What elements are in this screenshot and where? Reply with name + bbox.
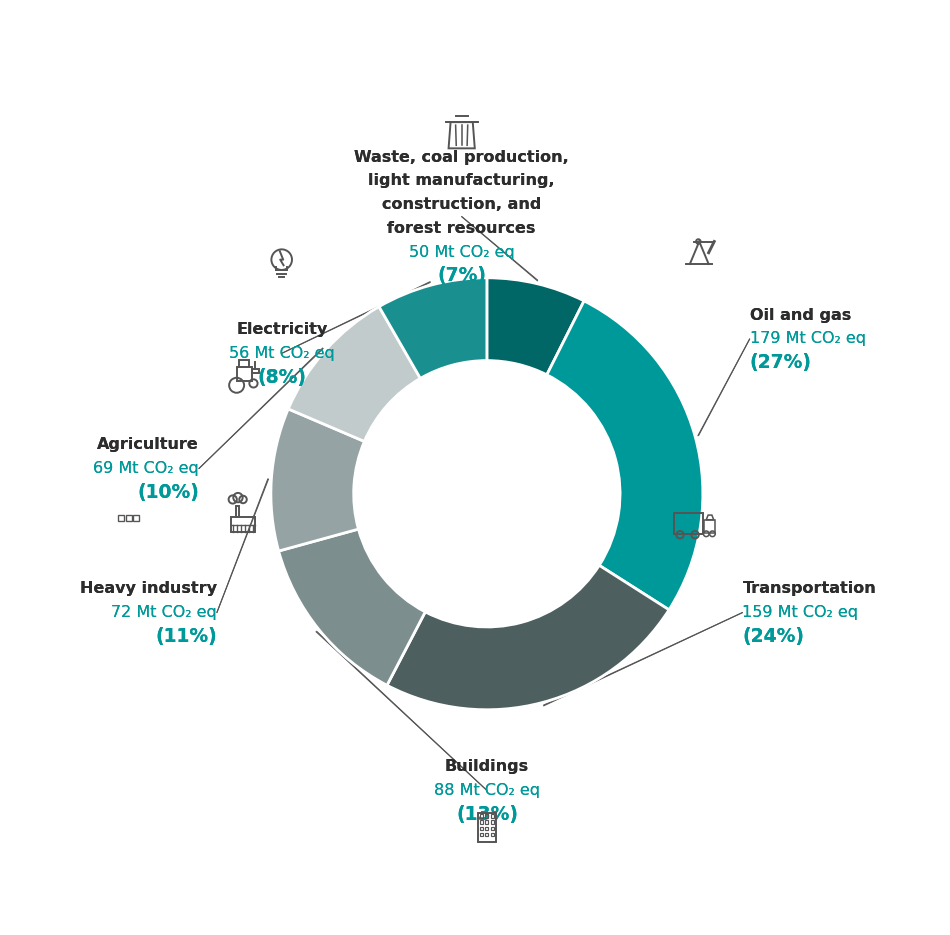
Wedge shape	[486, 278, 584, 375]
Wedge shape	[288, 307, 420, 441]
Text: light manufacturing,: light manufacturing,	[369, 174, 555, 189]
Text: Agriculture: Agriculture	[97, 438, 199, 453]
Text: (11%): (11%)	[155, 626, 217, 646]
Wedge shape	[379, 278, 486, 379]
Wedge shape	[278, 529, 426, 685]
Text: 69 Mt CO₂ eq: 69 Mt CO₂ eq	[93, 461, 199, 476]
Text: 159 Mt CO₂ eq: 159 Mt CO₂ eq	[743, 605, 859, 620]
Text: (27%): (27%)	[750, 353, 811, 372]
Text: construction, and: construction, and	[382, 197, 542, 212]
Text: (8%): (8%)	[257, 367, 306, 387]
Text: Oil and gas: Oil and gas	[750, 308, 851, 323]
Text: (13%): (13%)	[456, 805, 518, 824]
Text: Agriculture: Agriculture	[97, 438, 199, 453]
Text: 69 Mt CO₂ eq: 69 Mt CO₂ eq	[93, 461, 199, 476]
Text: (24%): (24%)	[743, 626, 805, 646]
Text: (7%): (7%)	[437, 266, 486, 285]
Text: Oil and gas: Oil and gas	[750, 308, 851, 323]
Text: 159 Mt CO₂ eq: 159 Mt CO₂ eq	[743, 605, 859, 620]
Text: Heavy industry: Heavy industry	[80, 582, 217, 597]
Text: (13%): (13%)	[456, 805, 518, 824]
Text: 50 Mt CO₂ eq: 50 Mt CO₂ eq	[408, 245, 515, 260]
Text: 88 Mt CO₂ eq: 88 Mt CO₂ eq	[434, 783, 540, 798]
Text: (24%): (24%)	[743, 626, 805, 646]
Text: Transportation: Transportation	[743, 582, 876, 597]
Text: 72 Mt CO₂ eq: 72 Mt CO₂ eq	[111, 605, 217, 620]
Text: (7%): (7%)	[437, 266, 486, 285]
Text: 72 Mt CO₂ eq: 72 Mt CO₂ eq	[111, 605, 217, 620]
Text: 50 Mt CO₂ eq: 50 Mt CO₂ eq	[408, 245, 515, 260]
Wedge shape	[547, 301, 703, 610]
Wedge shape	[387, 566, 669, 710]
Text: (10%): (10%)	[137, 482, 199, 502]
Wedge shape	[271, 409, 365, 551]
Text: Heavy industry: Heavy industry	[80, 582, 217, 597]
Text: (8%): (8%)	[257, 367, 306, 387]
Text: Electricity: Electricity	[236, 323, 328, 338]
Text: 88 Mt CO₂ eq: 88 Mt CO₂ eq	[434, 783, 540, 798]
Text: 56 Mt CO₂ eq: 56 Mt CO₂ eq	[229, 346, 334, 361]
Text: (10%): (10%)	[137, 482, 199, 502]
Text: 179 Mt CO₂ eq: 179 Mt CO₂ eq	[750, 332, 865, 347]
Text: Waste, coal production,: Waste, coal production,	[354, 150, 569, 165]
Text: Transportation: Transportation	[743, 582, 876, 597]
Text: (11%): (11%)	[155, 626, 217, 646]
Text: 56 Mt CO₂ eq: 56 Mt CO₂ eq	[229, 346, 334, 361]
Text: forest resources: forest resources	[388, 221, 536, 236]
Text: 179 Mt CO₂ eq: 179 Mt CO₂ eq	[750, 332, 865, 347]
Text: Waste, coal production,: Waste, coal production,	[354, 150, 569, 165]
Text: light manufacturing,: light manufacturing,	[369, 174, 555, 189]
Text: Electricity: Electricity	[236, 323, 328, 338]
Text: Buildings: Buildings	[445, 759, 529, 774]
Text: construction, and: construction, and	[382, 197, 542, 212]
Text: Buildings: Buildings	[445, 759, 529, 774]
Text: forest resources: forest resources	[388, 221, 536, 236]
Text: (27%): (27%)	[750, 353, 811, 372]
